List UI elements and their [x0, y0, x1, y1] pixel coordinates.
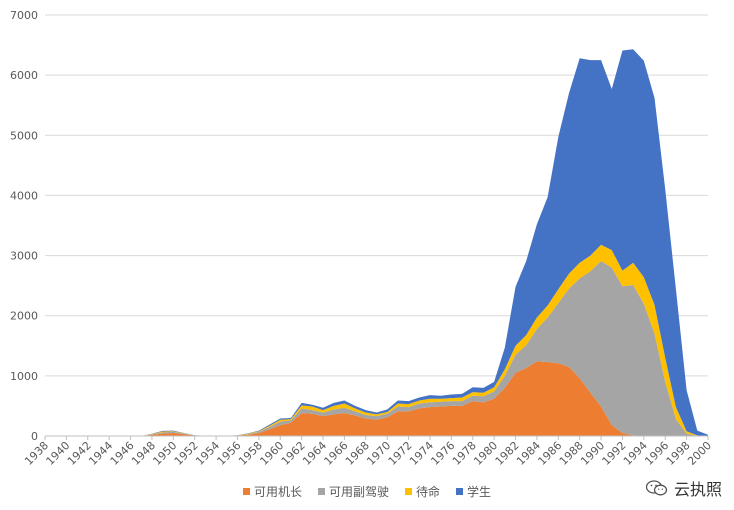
x-tick-label: 1952	[172, 439, 201, 468]
area-series-0	[45, 361, 708, 436]
x-tick-label: 1956	[215, 439, 244, 468]
y-tick-label: 2000	[10, 310, 38, 323]
area-series-3	[45, 49, 708, 436]
x-tick-label: 1984	[514, 439, 543, 468]
x-tick-label: 1958	[236, 439, 265, 468]
x-tick-label: 1986	[535, 439, 564, 468]
x-tick-label: 1990	[578, 439, 607, 468]
area-series-1	[45, 260, 708, 436]
x-tick-label: 1966	[322, 439, 351, 468]
x-tick-label: 1940	[44, 439, 73, 468]
legend-label: 待命	[416, 484, 441, 499]
x-tick-label: 2000	[685, 439, 714, 468]
x-tick-label: 1982	[493, 439, 522, 468]
watermark: 云执照	[645, 476, 722, 500]
x-tick-label: 1948	[129, 439, 158, 468]
x-tick-label: 1938	[22, 439, 51, 468]
watermark-text: 云执照	[673, 480, 722, 499]
x-tick-label: 1980	[471, 439, 500, 468]
x-tick-label: 1992	[600, 439, 629, 468]
legend-label: 可用机长	[253, 484, 302, 499]
x-tick-label: 1946	[108, 439, 137, 468]
legend-label: 可用副驾驶	[328, 484, 389, 499]
legend-swatch	[405, 487, 412, 495]
gridlines	[45, 14, 708, 377]
y-axis-ticks: 0 1000 2000 3000 4000 5000 6000 7000	[10, 9, 38, 443]
legend-item: 可用机长	[242, 483, 302, 500]
y-tick-label: 4000	[10, 189, 38, 202]
x-tick-label: 1954	[193, 439, 222, 468]
legend-swatch	[456, 487, 464, 495]
x-tick-label: 1962	[279, 439, 308, 468]
legend-swatch	[242, 487, 250, 495]
stacked-areas	[45, 49, 708, 436]
x-tick-label: 1964	[300, 439, 329, 468]
x-tick-label: 1976	[428, 439, 457, 468]
x-tick-label: 1942	[65, 439, 94, 468]
legend-swatch	[317, 487, 325, 495]
legend: 可用机长 可用副驾驶 待命 学生	[0, 483, 734, 499]
x-tick-label: 1994	[621, 439, 650, 468]
legend-item: 待命	[405, 483, 440, 500]
y-tick-label: 3000	[10, 250, 38, 263]
legend-label: 学生	[467, 484, 492, 499]
x-tick-label: 1974	[407, 439, 436, 468]
x-tick-label: 1998	[664, 439, 693, 468]
x-tick-label: 1968	[343, 439, 372, 468]
x-tick-label: 1944	[86, 439, 115, 468]
x-tick-label: 1988	[557, 439, 586, 468]
x-tick-label: 1950	[150, 439, 179, 468]
x-tick-label: 1970	[364, 439, 393, 468]
x-tick-label: 1996	[642, 439, 671, 468]
x-tick-label: 1978	[450, 439, 479, 468]
y-tick-label: 0	[31, 430, 38, 443]
y-tick-label: 1000	[10, 370, 38, 383]
x-axis-ticks: 1938194019421944194619481950195219541956…	[22, 436, 714, 468]
y-tick-label: 6000	[10, 69, 38, 82]
y-tick-label: 7000	[10, 9, 38, 22]
y-tick-label: 5000	[10, 129, 38, 142]
wechat-icon	[645, 480, 668, 496]
legend-item: 学生	[456, 483, 491, 500]
legend-item: 可用副驾驶	[317, 483, 389, 500]
x-tick-label: 1972	[386, 439, 415, 468]
x-tick-label: 1960	[257, 439, 286, 468]
